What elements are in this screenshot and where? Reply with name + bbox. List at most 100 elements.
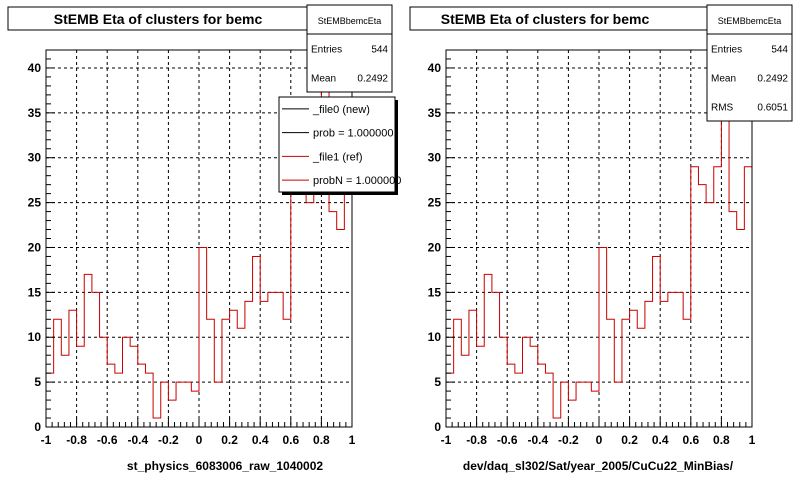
right-histogram-bin [469,310,477,427]
left-legend [278,96,396,193]
right-histogram-bin [691,167,699,427]
left-stats-value: 0.2492 [357,74,388,85]
right-histogram-bin [545,373,553,427]
right-histogram-bin [614,382,622,427]
left-histogram-bin [268,292,276,427]
left-stats-label: Mean [311,74,336,85]
left-histogram-bin [314,167,322,427]
right-histogram-bin [553,418,561,427]
left-histogram-bin [207,319,215,427]
left-histogram-bin [107,364,115,427]
left-legend-entry: probN = 1.000000 [313,175,401,187]
left-histogram-panel: StEMB Eta of clusters for bemc st_physic… [7,4,401,473]
left-legend-entry: _file0 (new) [312,104,370,116]
left-stats-label: Entries [311,45,342,56]
left-histogram-bin [283,319,291,427]
right-y-tick-label: 35 [428,106,442,120]
right-histogram-bin [515,373,523,427]
right-x-tick-label: -0.2 [558,433,579,447]
right-stats-label: Entries [711,45,742,56]
left-histogram-bin [344,167,352,427]
left-x-tick-label: 0.2 [221,433,238,447]
left-histogram-bin [191,391,199,427]
left-y-tick-label: 35 [28,106,42,120]
left-x-tick-label: 0 [196,433,203,447]
left-histogram-bin [276,292,284,427]
left-x-tick-label: 0.6 [282,433,299,447]
left-y-tick-label: 25 [28,196,42,210]
left-histogram-bin [77,346,85,427]
left-histogram-bin [214,382,222,427]
right-histogram-bin [721,68,729,427]
right-y-tick-label: 40 [428,61,442,75]
right-stats-label: Mean [711,74,736,85]
left-x-tick-label: 0.4 [252,433,269,447]
right-histogram-bin [637,328,645,427]
right-x-tick-label: -0.6 [497,433,518,447]
right-histogram-bin [492,292,500,427]
right-histogram-bin [561,382,569,427]
right-histogram-bin [477,346,485,427]
left-x-tick-label: -1 [41,433,52,447]
right-histogram-series-0 [445,67,753,427]
right-x-tick-label: -0.4 [527,433,548,447]
left-legend-entry: prob = 1.000000 [313,128,393,140]
left-histogram-bin [153,418,161,427]
left-histogram-bin [291,167,299,427]
right-histogram-bin [744,167,752,427]
right-stats-value: 0.2492 [757,74,788,85]
left-x-tick-label: -0.2 [158,433,179,447]
right-histogram-bin [660,301,668,427]
right-histogram-bin [584,382,592,427]
right-histogram-bin [530,346,538,427]
left-y-tick-label: 15 [28,285,42,299]
left-histogram-bin [222,319,230,427]
right-histogram-panel: StEMB Eta of clusters for bemc dev/daq_s… [409,4,793,473]
right-histogram-bin [683,319,691,427]
left-histogram-bin [176,382,184,427]
right-stats-header: StEMBbemcEta [718,16,782,26]
left-histogram-bin [253,256,261,427]
right-y-tick-label: 30 [428,151,442,165]
left-histogram-bin [230,310,238,427]
left-histogram-bin [115,373,123,427]
right-histogram-bin [576,382,584,427]
left-x-tick-label: 1 [349,433,356,447]
right-y-tick-label: 10 [428,330,442,344]
right-histogram-bin [676,292,684,427]
right-histogram-bin [591,391,599,427]
right-histogram-bin [523,337,531,427]
left-histogram-bin [130,346,138,427]
right-y-tick-label: 20 [428,240,442,254]
right-x-tick-label: -1 [441,433,452,447]
left-x-tick-label: -0.8 [66,433,87,447]
left-x-tick-label: -0.4 [127,433,148,447]
right-stats-box [706,4,793,122]
right-y-tick-label: 0 [434,420,441,434]
left-x-axis-label: st_physics_6083006_raw_1040002 [127,459,323,473]
left-y-tick-label: 5 [34,375,41,389]
right-histogram-bin [538,364,546,427]
right-stats-label: RMS [711,103,734,114]
left-histogram-bin [69,310,77,427]
right-x-tick-label: -0.8 [466,433,487,447]
left-histogram-bin [145,373,153,427]
left-y-tick-label: 20 [28,240,42,254]
left-legend-entry: _file1 (ref) [312,151,363,163]
right-histogram-bin [484,274,492,427]
right-x-tick-label: 0.4 [652,433,669,447]
left-histogram-bin [61,355,69,427]
right-histogram-bin [698,185,706,427]
right-histogram-bin [630,310,638,427]
right-histogram-bin [622,319,630,427]
left-histogram-bin [92,292,100,427]
right-histogram-bin [461,355,469,427]
left-y-tick-label: 30 [28,151,42,165]
right-y-tick-label: 15 [428,285,442,299]
right-chart-title: StEMB Eta of clusters for bemc [441,11,650,27]
right-y-tick-label: 25 [428,196,442,210]
right-histogram-bin [706,203,714,427]
left-histogram-bin [138,364,146,427]
right-stats-value: 544 [771,45,788,56]
left-histogram-bin [100,337,108,427]
